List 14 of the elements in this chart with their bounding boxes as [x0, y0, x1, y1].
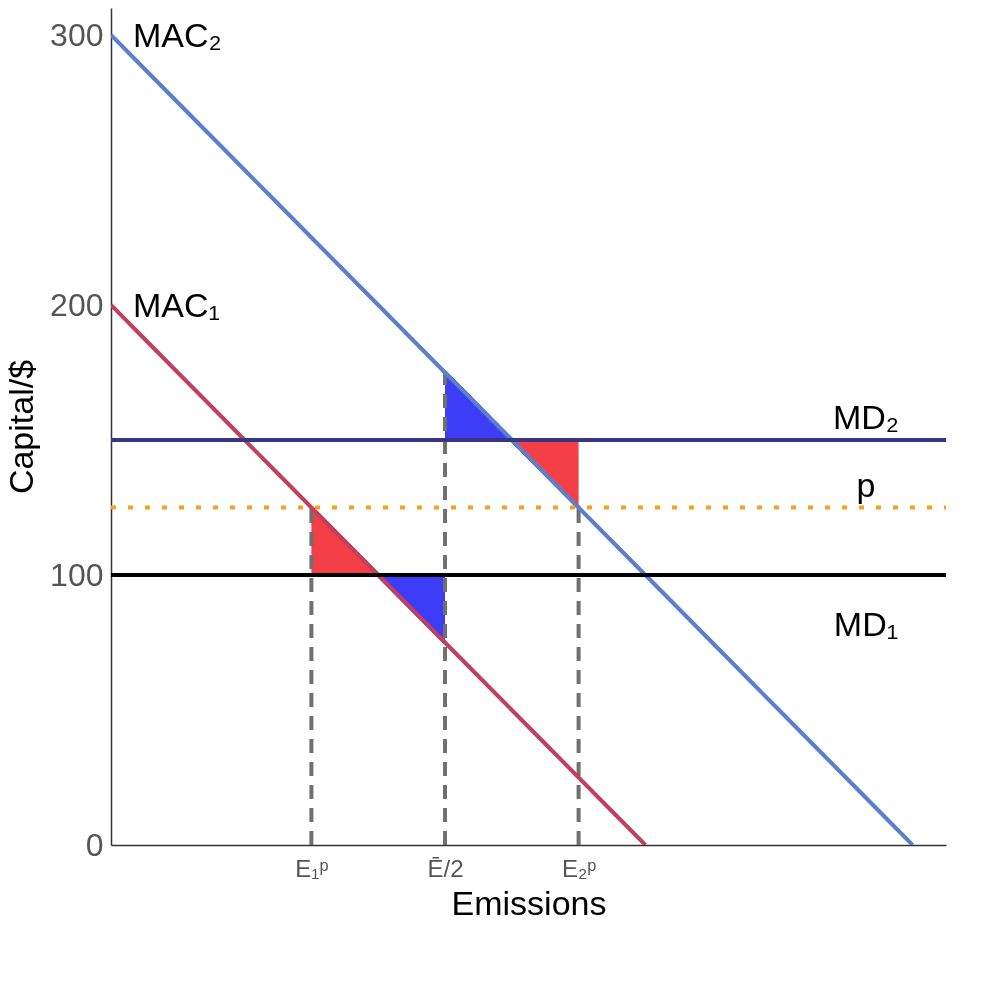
series-label: MAC₂ — [133, 16, 222, 54]
y-axis-title: Capital/$ — [2, 359, 41, 495]
x-tick-label: E₁ᵖ — [295, 854, 329, 882]
y-tick-label: 100 — [50, 556, 104, 593]
y-tick-label: 0 — [85, 826, 104, 863]
series-label: MAC₁ — [133, 286, 221, 324]
y-tick-label: 300 — [50, 16, 104, 53]
x-tick-label: E₂ᵖ — [561, 854, 597, 882]
series-label: p — [856, 465, 876, 504]
series-label: MD₁ — [833, 605, 899, 643]
x-tick-label: Ē/2 — [427, 854, 464, 882]
series-label: MD₂ — [832, 398, 900, 436]
y-tick-label: 200 — [50, 286, 104, 323]
x-axis-title: Emissions — [451, 883, 607, 922]
